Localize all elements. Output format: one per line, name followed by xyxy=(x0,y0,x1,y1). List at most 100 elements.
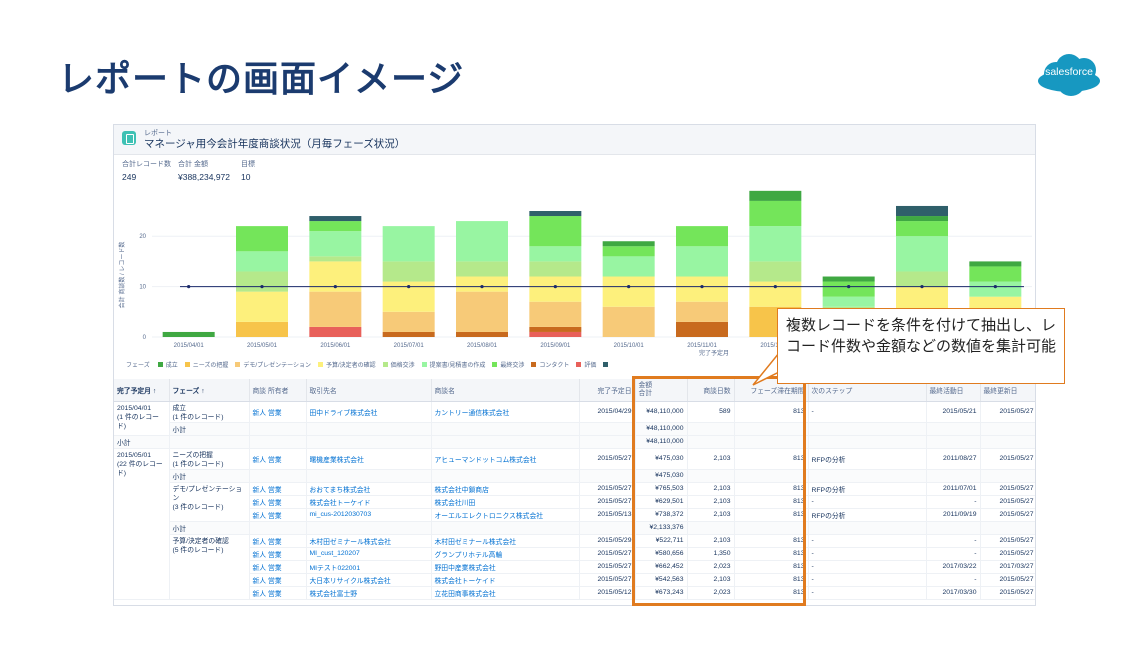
kpi-label: 目標 xyxy=(241,161,255,168)
cell-last-modified: 2015/05/27 xyxy=(980,573,1035,587)
kpi-value: ¥388,234,972 xyxy=(178,172,230,182)
cell-last-modified: 2015/05/27 xyxy=(980,401,1035,423)
col-header-last-activity[interactable]: 最終活動日 xyxy=(926,379,981,402)
cell-last-activity: - xyxy=(926,573,981,587)
bar-segment xyxy=(749,261,802,282)
legend-item: 価格交渉 xyxy=(382,360,415,369)
cell-account[interactable]: MIテスト022001 xyxy=(306,560,432,574)
cell-account[interactable]: mi_cus-2012030703 xyxy=(306,508,432,522)
cell-owner[interactable]: 新人 営業 xyxy=(249,482,307,496)
col-header-phase[interactable]: フェーズ ↑ xyxy=(169,379,250,402)
legend-swatch xyxy=(603,362,609,367)
cell-phase-duration: 813 xyxy=(734,482,809,496)
cell-opportunity[interactable]: 木村田ゼミナール株式会社 xyxy=(431,534,580,548)
cell-phase-duration: 813 xyxy=(734,401,809,423)
cell-close-date: 2015/05/27 xyxy=(579,448,636,470)
x-tick-label: 2015/05/01 xyxy=(247,343,278,349)
cell-phase-duration: 813 xyxy=(734,534,809,548)
subtotal-row: 小計 ¥48,110,000 xyxy=(114,422,1035,436)
legend-label: 予算/決定者の確認 xyxy=(325,363,376,369)
bar-segment xyxy=(969,281,1022,297)
cell-owner[interactable]: 新人 営業 xyxy=(249,448,307,470)
cell-opportunity[interactable]: 株式会社トーケイド xyxy=(431,573,580,587)
cell-account[interactable]: 株式会社富士野 xyxy=(306,586,432,600)
callout-pointer xyxy=(752,352,780,386)
cell-last-activity: 2015/05/21 xyxy=(926,401,981,423)
cell-owner[interactable]: 新人 営業 xyxy=(249,508,307,522)
cell-opportunity[interactable]: 株式会社川田 xyxy=(431,495,580,509)
col-header-owner[interactable]: 商談 所有者 xyxy=(249,379,307,402)
bar-segment xyxy=(602,306,655,337)
cell-owner[interactable]: 新人 営業 xyxy=(249,534,307,548)
cell-opportunity[interactable]: グランプリホテル高輪 xyxy=(431,547,580,561)
target-point xyxy=(993,285,997,289)
cell-account[interactable]: 株式会社トーケイド xyxy=(306,495,432,509)
cell-days: 2,103 xyxy=(687,448,735,470)
bar-segment xyxy=(969,266,1022,282)
target-point xyxy=(407,285,411,289)
bar-segment xyxy=(896,216,948,222)
y-tick-label: 20 xyxy=(139,234,146,240)
kpi-value: 249 xyxy=(122,172,137,182)
cell-next-step: - xyxy=(808,534,927,548)
cell-owner[interactable]: 新人 営業 xyxy=(249,573,307,587)
group-phase: ニーズの把握 (1 件のレコード) xyxy=(169,448,250,470)
cell-last-modified: 2015/05/27 xyxy=(980,534,1035,548)
cell-account[interactable]: 曙機産業株式会社 xyxy=(306,448,432,470)
cell-last-modified: 2015/05/27 xyxy=(980,495,1035,509)
cell-account[interactable]: 木村田ゼミナール株式会社 xyxy=(306,534,432,548)
subtotal-row: 小計 ¥2,133,376 xyxy=(114,521,1035,535)
legend-item: コンタクト xyxy=(531,360,569,369)
report-table: 完了予定月 ↑ フェーズ ↑ 商談 所有者 取引先名 商談名 完了予定日 金額 … xyxy=(114,379,1035,600)
col-header-last-modified[interactable]: 最終更新日 xyxy=(980,379,1035,402)
cell-next-step: - xyxy=(808,573,927,587)
cell-account[interactable]: 大日本リサイクル株式会社 xyxy=(306,573,432,587)
bar-segment xyxy=(749,190,802,201)
legend-label: ニーズの把握 xyxy=(192,363,229,369)
col-header-account[interactable]: 取引先名 xyxy=(306,379,432,402)
legend-label: 評価 xyxy=(584,363,597,369)
target-point xyxy=(920,285,924,289)
legend-title: フェーズ xyxy=(126,363,150,369)
legend-label: 価格交渉 xyxy=(390,363,415,369)
cell-opportunity[interactable]: オーエルエレクトロニクス株式会社 xyxy=(431,508,580,522)
cell-account[interactable]: MI_cust_120207 xyxy=(306,547,432,561)
phase-stacked-bar-chart: 0 10 20 合計 商談数 / レコード数 2015/04/01 2015/05/01 2… xyxy=(118,190,1032,357)
cell-account[interactable]: おおてまち株式会社 xyxy=(306,482,432,496)
cell-days: 2,103 xyxy=(687,495,735,509)
col-header-opportunity[interactable]: 商談名 xyxy=(431,379,580,402)
kpi-value: 10 xyxy=(241,172,251,182)
col-header-next-step[interactable]: 次のステップ xyxy=(808,379,927,402)
cell-account[interactable]: 田中ドライブ株式会社 xyxy=(306,401,432,423)
cell-next-step: - xyxy=(808,560,927,574)
cell-owner[interactable]: 新人 営業 xyxy=(249,586,307,600)
table-row: 2015/04/01 (1 件のレコード) 成立 (1 件のレコード) 新人 営… xyxy=(114,401,1035,436)
col-header-days[interactable]: 商談日数 xyxy=(687,379,735,402)
cell-opportunity[interactable]: 株式会社中鎖商店 xyxy=(431,482,580,496)
cell-last-activity: - xyxy=(926,534,981,548)
bar-segment xyxy=(896,286,948,312)
cell-opportunity[interactable]: 野田中産業株式会社 xyxy=(431,560,580,574)
cell-owner[interactable]: 新人 営業 xyxy=(249,495,307,509)
cell-owner[interactable]: 新人 営業 xyxy=(249,547,307,561)
cell-opportunity[interactable]: アヒューマンドットコム株式会社 xyxy=(431,448,580,470)
bar-segment xyxy=(529,276,582,302)
cell-days: 2,023 xyxy=(687,586,735,600)
cell-owner[interactable]: 新人 営業 xyxy=(249,560,307,574)
bar-segment xyxy=(969,261,1022,267)
cell-opportunity[interactable]: 立花田商事株式会社 xyxy=(431,586,580,600)
col-header-close-month[interactable]: 完了予定月 ↑ xyxy=(114,379,170,402)
table-row: デモ/プレゼンテーション (3 件のレコード) 新人 営業 おおてまち株式会社 … xyxy=(114,482,1035,522)
legend-item: 提案書/見積書の作成 xyxy=(421,360,485,369)
cell-last-activity: 2011/09/19 xyxy=(926,508,981,522)
col-header-amount[interactable]: 金額 合計 xyxy=(635,379,688,402)
cell-phase-duration: 813 xyxy=(734,560,809,574)
cell-close-date: 2015/05/27 xyxy=(579,560,636,574)
bar-segment xyxy=(529,211,582,217)
cell-owner[interactable]: 新人 営業 xyxy=(249,401,307,423)
chart-legend: フェーズ 成立 ニーズの把握 デモ/プレゼンテーション 予算/決定者の確認 価格… xyxy=(126,360,618,369)
bar-segment xyxy=(529,331,582,337)
cell-opportunity[interactable]: カントリー通信株式会社 xyxy=(431,401,580,423)
col-header-close-date[interactable]: 完了予定日 xyxy=(579,379,636,402)
bar-segment xyxy=(456,331,508,337)
